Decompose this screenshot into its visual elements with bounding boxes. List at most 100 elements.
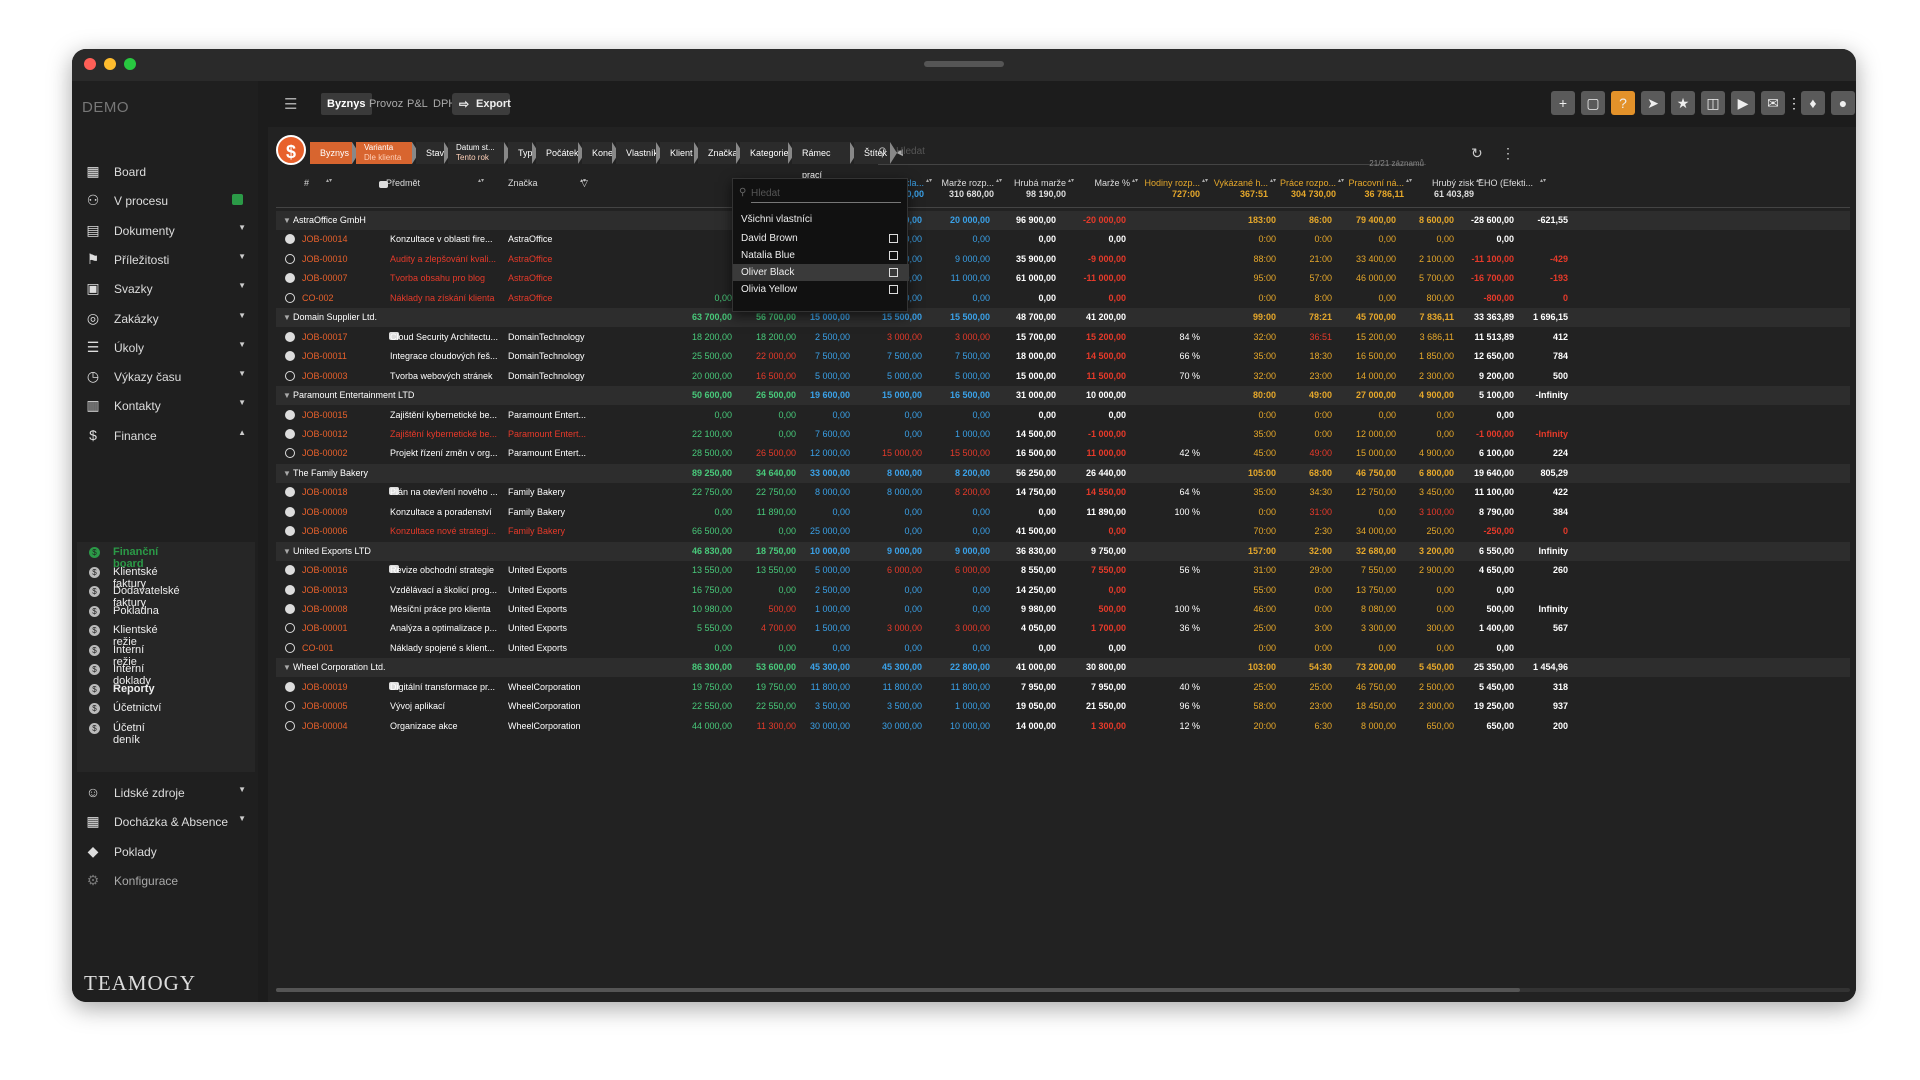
tab-1[interactable]: Provoz xyxy=(369,98,404,110)
collapse-sidebar-icon[interactable]: ☰ xyxy=(284,96,298,113)
filter-crumb-5[interactable]: Počátek xyxy=(536,142,585,164)
job-id[interactable]: JOB-00004 xyxy=(302,720,348,731)
owner-option[interactable]: Natalia Blue xyxy=(733,247,909,264)
status-done-icon[interactable] xyxy=(285,526,295,537)
group-row[interactable]: ▼ Domain Supplier Ltd. 63 700,00 56 700,00 1… xyxy=(276,308,1850,328)
job-id[interactable]: JOB-00006 xyxy=(302,526,348,537)
status-done-icon[interactable] xyxy=(285,584,295,595)
filter-crumb-12[interactable]: Štítek xyxy=(854,142,897,164)
filter-crumb-11[interactable]: Rámec prací xyxy=(792,142,857,180)
sidebar-item-4[interactable]: ▣ Svazky ▼ xyxy=(72,271,258,305)
table-row[interactable]: JOB-00013 Vzdělávací a školicí prog... Uni… xyxy=(276,581,1850,600)
status-done-icon[interactable] xyxy=(285,681,295,692)
tab-2[interactable]: P&L xyxy=(407,98,428,110)
table-row[interactable]: JOB-00003 Tvorba webových stránek DomainTe… xyxy=(276,367,1850,386)
comment-icon[interactable] xyxy=(389,565,399,574)
job-id[interactable]: JOB-00012 xyxy=(302,428,348,439)
column-header-num[interactable]: # ▴▾ xyxy=(304,178,332,201)
table-row[interactable]: JOB-00001 Analýza a optimalizace p... Unit… xyxy=(276,619,1850,638)
table-row[interactable]: JOB-00019 Digitální transformace pr... Whe… xyxy=(276,678,1850,697)
group-row[interactable]: ▼ The Family Bakery 89 250,00 34 640,00 33 0… xyxy=(276,463,1850,483)
sort-icon[interactable]: ▴▾ xyxy=(1406,178,1413,184)
job-id[interactable]: JOB-00005 xyxy=(302,701,348,712)
filter-crumb-0[interactable]: Byznys xyxy=(310,142,359,164)
window-drag-handle[interactable] xyxy=(924,61,1004,67)
table-row[interactable]: JOB-00006 Konzultace nové strategi... Fami… xyxy=(276,522,1850,541)
owner-option[interactable]: David Brown xyxy=(733,230,909,247)
table-row[interactable]: JOB-00010 Audity a zlepšování kvali... Ast… xyxy=(276,250,1850,269)
column-header-pracovni[interactable]: Pracovní ná... 36 786,11 ▴▾ xyxy=(1338,178,1412,201)
checkbox[interactable] xyxy=(889,234,898,243)
sidebar-item-7[interactable]: ◷ Výkazy času ▼ xyxy=(72,359,258,393)
sort-icon[interactable]: ▴▾ xyxy=(1132,178,1139,184)
status-done-icon[interactable] xyxy=(285,331,295,342)
minimize-window-button[interactable] xyxy=(104,58,116,70)
column-header-marze_rozp[interactable]: Marže rozp... 310 680,00 ▴▾ xyxy=(926,178,1002,201)
send-icon[interactable]: ➤ xyxy=(1641,91,1665,115)
owner-option[interactable]: Oliver Black xyxy=(733,264,909,281)
collapse-caret-icon[interactable]: ▼ xyxy=(283,663,291,673)
table-row[interactable]: JOB-00005 Vývoj aplikací WheelCorporation 2… xyxy=(276,697,1850,716)
sidebar-item-2[interactable]: ▤ Dokumenty ▼ xyxy=(72,213,258,247)
inbox-icon[interactable]: ◫ xyxy=(1701,91,1725,115)
column-header-vykazane[interactable]: Vykázané h... 367:51 ▴▾ xyxy=(1202,178,1276,201)
job-id[interactable]: JOB-00007 xyxy=(302,273,348,284)
sort-icon[interactable]: ▴▾ xyxy=(478,178,485,184)
status-open-icon[interactable] xyxy=(285,370,295,381)
status-done-icon[interactable] xyxy=(285,604,295,614)
sort-icon[interactable]: ▴▾ xyxy=(1202,178,1209,184)
sidebar-bottom-item-3[interactable]: ⚙ Konfigurace xyxy=(72,863,258,897)
job-id[interactable]: JOB-00010 xyxy=(302,253,348,264)
search-box[interactable]: ⚲ Hledat 21/21 záznamů xyxy=(878,143,1426,168)
sort-icon[interactable]: ▴▾ xyxy=(1270,178,1277,184)
crumb-scroll-left-icon[interactable]: ◀ xyxy=(896,147,903,157)
filter-crumb-9[interactable]: Značka xyxy=(698,142,743,164)
notes-icon[interactable]: ▢ xyxy=(1581,91,1605,115)
sort-icon[interactable]: ▴▾ xyxy=(926,178,933,184)
sort-icon[interactable]: ▴▾ xyxy=(1476,178,1483,184)
collapse-caret-icon[interactable]: ▼ xyxy=(283,313,291,323)
chat-icon[interactable]: ✉ xyxy=(1761,91,1785,115)
tab-0[interactable]: Byznys xyxy=(321,93,372,115)
filter-crumb-10[interactable]: Kategorie xyxy=(740,142,795,164)
job-id[interactable]: JOB-00002 xyxy=(302,448,348,459)
sort-icon[interactable]: ▴▾ xyxy=(1068,178,1075,184)
tab-3[interactable]: DPH xyxy=(433,98,457,110)
table-row[interactable]: JOB-00008 Měsíční práce pro klienta United… xyxy=(276,600,1850,619)
comment-icon[interactable] xyxy=(389,487,399,496)
filter-crumb-8[interactable]: Klient xyxy=(660,142,701,164)
status-open-icon[interactable] xyxy=(285,642,295,653)
export-button[interactable]: ⇨ Export xyxy=(452,93,511,115)
user-avatar-icon[interactable]: ● xyxy=(1831,91,1855,115)
sort-icon[interactable]: ▴▾ xyxy=(326,178,333,184)
star-icon[interactable]: ★ xyxy=(1671,91,1695,115)
dropdown-search-input[interactable]: Hledat xyxy=(751,185,901,203)
job-id[interactable]: CO-002 xyxy=(302,292,334,303)
sidebar-item-9[interactable]: $ Finance ▲ xyxy=(72,418,258,452)
add-icon[interactable]: + xyxy=(1551,91,1575,115)
status-done-icon[interactable] xyxy=(285,487,295,498)
status-open-icon[interactable] xyxy=(285,292,295,303)
filter-crumb-6[interactable]: Konec xyxy=(582,142,619,164)
status-done-icon[interactable] xyxy=(285,351,295,362)
status-done-icon[interactable] xyxy=(285,565,295,576)
table-row[interactable]: JOB-00009 Konzultace a poradenství Family … xyxy=(276,503,1850,522)
table-row[interactable]: JOB-00004 Organizace akce WheelCorporation… xyxy=(276,717,1850,736)
table-row[interactable]: JOB-00016 Revize obchodní strategie United… xyxy=(276,561,1850,580)
sort-icon[interactable]: ▴▾ xyxy=(996,178,1003,184)
filter-funnel-icon[interactable]: ▽ xyxy=(581,178,588,188)
job-id[interactable]: JOB-00016 xyxy=(302,565,348,576)
filter-crumb-1[interactable]: Varianta Dle klienta xyxy=(356,142,419,164)
column-header-subject[interactable]: Předmět ▴▾ xyxy=(386,178,484,201)
filter-crumb-3[interactable]: Datum st... Tento rok xyxy=(448,142,511,164)
table-row[interactable]: JOB-00014 Konzultace v oblasti fire... Ast… xyxy=(276,230,1850,249)
sidebar-item-0[interactable]: ▦ Board xyxy=(72,154,258,188)
column-header-brand[interactable]: Značka ▴▾ xyxy=(508,178,586,201)
collapse-caret-icon[interactable]: ▼ xyxy=(283,216,291,225)
table-row[interactable]: JOB-00002 Projekt řízení změn v org... Par… xyxy=(276,444,1850,463)
sidebar-bottom-item-2[interactable]: ◆ Poklady xyxy=(72,834,258,868)
comment-icon[interactable] xyxy=(389,681,399,690)
video-icon[interactable]: ▶ xyxy=(1731,91,1755,115)
kebab-menu-icon[interactable]: ⋮ xyxy=(1501,145,1515,161)
sidebar-item-5[interactable]: ◎ Zakázky ▼ xyxy=(72,301,258,335)
